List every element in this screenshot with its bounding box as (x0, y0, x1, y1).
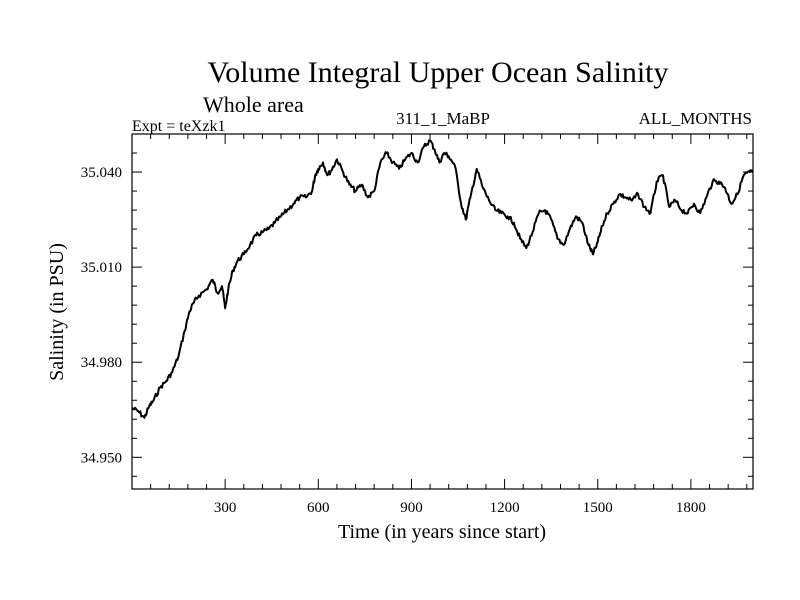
x-tick-label: 1800 (676, 500, 706, 516)
x-tick-label: 600 (307, 500, 330, 516)
months-label: ALL_MONTHS (639, 109, 752, 128)
chart-title: Volume Integral Upper Ocean Salinity (208, 56, 669, 89)
experiment-label: Expt = teXzk1 (132, 118, 225, 135)
x-tick-label: 900 (400, 500, 423, 516)
run-label: 311_1_MaBP (396, 109, 490, 128)
y-tick-label: 34.980 (81, 355, 122, 371)
x-axis-label: Time (in years since start) (338, 521, 546, 543)
tick-labels: 300 600 900 1200 1500 1800 34.950 34.980 35.010 3… (81, 165, 706, 516)
y-tick-label: 35.040 (81, 165, 122, 181)
axis-ticks (132, 134, 753, 489)
y-axis-label: Salinity (in PSU) (46, 243, 68, 381)
series-line-salinity (131, 139, 754, 419)
chart-subtitle: Whole area (203, 92, 304, 117)
y-tick-label: 34.950 (81, 450, 122, 466)
x-tick-label: 1200 (490, 500, 520, 516)
y-tick-label: 35.010 (81, 260, 122, 276)
plot-frame (131, 133, 754, 490)
x-tick-label: 300 (214, 500, 237, 516)
x-tick-label: 1500 (583, 500, 613, 516)
